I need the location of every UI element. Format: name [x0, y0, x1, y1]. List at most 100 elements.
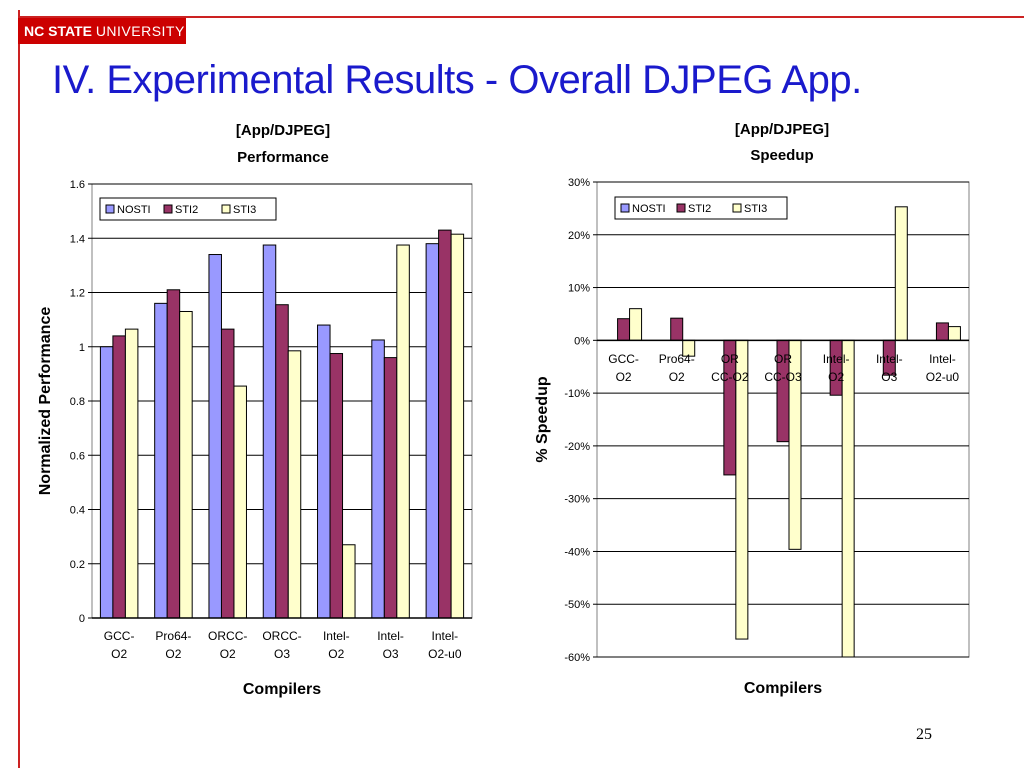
legend-swatch — [163, 204, 173, 214]
x-axis-label: Compilers — [744, 680, 822, 697]
legend-swatch — [732, 203, 742, 213]
y-tick-label: 1.2 — [70, 288, 85, 300]
bar — [371, 339, 385, 619]
chart-subtitle: Speedup — [750, 147, 813, 164]
bar — [396, 244, 410, 619]
slide-left-rule — [18, 10, 20, 768]
legend-label: STI3 — [233, 204, 256, 216]
bar — [208, 254, 222, 619]
speedup-chart: [App/DJPEG] Speedup -60% -50% -40% -30% -20% -1… — [534, 121, 970, 697]
legend-swatch — [620, 203, 630, 213]
bar — [342, 544, 356, 619]
bar — [112, 335, 126, 619]
x-tick-label: O3 — [881, 370, 897, 384]
bar — [617, 318, 631, 341]
legend-box — [614, 196, 788, 220]
bar — [154, 302, 168, 619]
x-tick-label: O2-u0 — [428, 647, 462, 661]
y-tick-label: 20% — [568, 230, 590, 242]
bar — [425, 243, 440, 619]
y-tick-label: -20% — [564, 441, 590, 453]
x-tick-label: O2 — [220, 647, 236, 661]
x-tick-label: Intel- — [323, 629, 350, 643]
bar — [383, 357, 398, 619]
y-tick-label: 1.6 — [70, 179, 85, 191]
x-tick-label: O2 — [669, 370, 685, 384]
bar — [670, 317, 684, 341]
bar — [287, 350, 302, 619]
x-tick-label: O2 — [328, 647, 344, 661]
y-tick-label: -60% — [564, 652, 590, 664]
y-tick-label: 0.2 — [70, 559, 85, 571]
performance-chart: [App/DJPEG] Performance 0 0.2 0.4 0.6 0.8 1 1.2 1… — [37, 122, 473, 698]
x-tick-label: O2 — [828, 370, 844, 384]
y-tick-label: -50% — [564, 599, 590, 611]
bar — [629, 308, 643, 341]
legend-label: STI2 — [175, 204, 198, 216]
y-axis-label: Normalized Performance — [37, 307, 54, 496]
x-tick-label: ORCC- — [208, 629, 247, 643]
x-tick-label: Intel- — [432, 629, 459, 643]
y-tick-label: 1 — [79, 342, 85, 354]
chart-title: [App/DJPEG] — [236, 122, 330, 139]
bar — [438, 229, 452, 619]
y-tick-label: 0 — [79, 613, 85, 625]
bar — [124, 328, 139, 619]
x-tick-label: ORCC- — [262, 629, 301, 643]
bar — [233, 385, 247, 619]
x-tick-label: O2 — [111, 647, 127, 661]
slide-title: IV. Experimental Results - Overall DJPEG… — [52, 58, 862, 102]
bar — [829, 339, 843, 396]
x-tick-label: OR — [721, 352, 739, 366]
x-tick-label: Pro64- — [659, 352, 695, 366]
x-tick-label: O2-u0 — [926, 370, 960, 384]
y-tick-label: -10% — [564, 388, 590, 400]
legend-swatch — [221, 204, 231, 214]
bar — [935, 322, 949, 341]
logo-text-light: UNIVERSITY — [95, 23, 185, 39]
university-logo: NC STATE UNIVERSITY — [18, 18, 186, 44]
chart-subtitle: Performance — [237, 149, 329, 166]
bar — [841, 339, 855, 658]
legend-box — [99, 197, 277, 221]
bar — [329, 353, 344, 619]
x-tick-label: Intel- — [823, 352, 850, 366]
legend-label: NOSTI — [632, 203, 666, 215]
x-tick-label: O2 — [616, 370, 632, 384]
x-tick-label: O3 — [383, 647, 399, 661]
x-axis-label: Compilers — [243, 681, 321, 698]
y-tick-label: -40% — [564, 546, 590, 558]
legend-swatch — [105, 204, 115, 214]
logo-text-bold: NC STATE — [24, 23, 92, 39]
x-tick-label: OR — [774, 352, 792, 366]
legend-label: NOSTI — [117, 204, 151, 216]
bar — [220, 328, 235, 619]
x-tick-label: Intel- — [876, 352, 903, 366]
y-tick-label: 0.8 — [70, 396, 85, 408]
slide-top-rule — [18, 16, 1024, 18]
x-tick-label: GCC- — [608, 352, 639, 366]
y-tick-label: 30% — [568, 177, 590, 189]
x-tick-label: Pro64- — [155, 629, 191, 643]
bar — [735, 339, 749, 640]
y-tick-label: 10% — [568, 283, 590, 295]
bar — [179, 310, 193, 619]
x-tick-label: CC-O2 — [711, 370, 749, 384]
bar — [166, 289, 181, 619]
x-tick-label: O3 — [274, 647, 290, 661]
y-tick-label: -30% — [564, 494, 590, 506]
legend-label: STI2 — [688, 203, 711, 215]
bar — [450, 233, 465, 619]
y-tick-label: 1.4 — [70, 233, 85, 245]
legend-swatch — [676, 203, 686, 213]
y-axis-label: % Speedup — [534, 376, 551, 462]
x-tick-label: CC-O3 — [764, 370, 802, 384]
bar — [317, 324, 331, 619]
y-tick-label: 0% — [574, 335, 590, 347]
bar — [894, 206, 908, 341]
y-tick-label: 0.6 — [70, 450, 85, 462]
legend-label: STI3 — [744, 203, 767, 215]
bar — [947, 326, 961, 341]
chart-title: [App/DJPEG] — [735, 121, 829, 138]
bar — [275, 304, 289, 619]
